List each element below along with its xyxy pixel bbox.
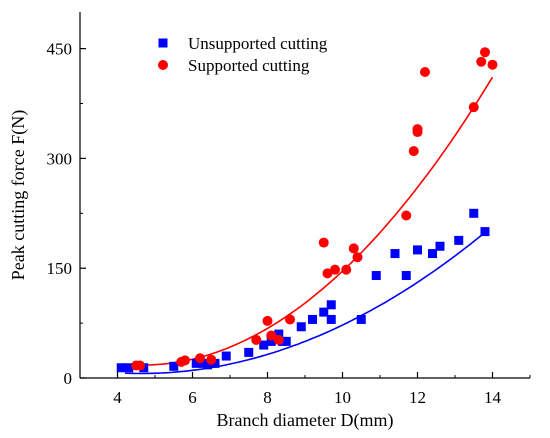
supported-point bbox=[348, 243, 359, 254]
unsupported-point bbox=[191, 358, 201, 368]
supported-point bbox=[318, 237, 329, 248]
x-tick-label: 12 bbox=[409, 388, 426, 407]
y-tick-label: 150 bbox=[47, 259, 73, 278]
y-tick-label: 450 bbox=[47, 40, 73, 59]
supported-point bbox=[273, 334, 284, 345]
supported-point bbox=[262, 315, 273, 326]
unsupported-point bbox=[356, 314, 366, 324]
unsupported-point bbox=[326, 314, 336, 324]
legend-label: Supported cutting bbox=[188, 56, 310, 75]
supported-point bbox=[412, 124, 423, 135]
fit-curves bbox=[124, 76, 494, 375]
unsupported-point bbox=[259, 340, 269, 350]
unsupported-point bbox=[169, 361, 179, 371]
unsupported-point bbox=[281, 336, 291, 346]
unsupported-point bbox=[296, 322, 306, 332]
legend: Unsupported cutting Supported cutting bbox=[158, 34, 328, 75]
supported-point bbox=[476, 56, 487, 67]
supported-point bbox=[251, 334, 262, 345]
supported-point bbox=[352, 252, 363, 263]
supported-point bbox=[420, 67, 430, 78]
unsupported-point bbox=[266, 336, 276, 346]
y-tick-label: 300 bbox=[47, 149, 73, 168]
unsupported-point bbox=[469, 208, 479, 218]
x-axis-label: Branch diameter D(mm) bbox=[217, 410, 394, 431]
supported-point bbox=[468, 102, 479, 113]
legend-marker-supported bbox=[158, 60, 168, 70]
unsupported-point bbox=[210, 358, 220, 368]
supported-point bbox=[266, 330, 277, 341]
unsupported-point bbox=[244, 347, 254, 357]
unsupported-point bbox=[203, 360, 212, 370]
x-tick-label: 6 bbox=[188, 388, 197, 407]
unsupported-point bbox=[413, 245, 422, 255]
legend-label: Unsupported cutting bbox=[188, 34, 328, 53]
unsupported-point bbox=[116, 363, 126, 373]
x-tick-label: 4 bbox=[113, 388, 122, 407]
supported-point bbox=[285, 314, 295, 325]
unsupported-point bbox=[319, 307, 329, 317]
unsupported-point bbox=[371, 271, 381, 281]
supported-point bbox=[322, 268, 333, 279]
unsupported-point bbox=[435, 241, 445, 251]
supported-point bbox=[206, 354, 217, 365]
fit-curve bbox=[124, 228, 490, 375]
y-axis-label: Peak cutting force F(N) bbox=[8, 110, 29, 280]
unsupported-point bbox=[124, 363, 134, 373]
x-tick-label: 10 bbox=[334, 388, 351, 407]
unsupported-point bbox=[390, 249, 400, 259]
supported-point bbox=[135, 360, 145, 371]
supported-point bbox=[330, 264, 340, 275]
unsupported-point bbox=[326, 300, 336, 310]
unsupported-point bbox=[308, 314, 317, 324]
axes: 4 6 8 10 12 14 0 150 300 450 bbox=[47, 12, 531, 407]
x-tick-label: 8 bbox=[263, 388, 272, 407]
data-points bbox=[116, 47, 498, 373]
x-tick-label: 14 bbox=[484, 388, 502, 407]
y-tick-label: 0 bbox=[64, 369, 73, 388]
supported-point bbox=[408, 146, 419, 157]
supported-point bbox=[480, 47, 490, 58]
supported-point bbox=[180, 355, 190, 366]
supported-point bbox=[341, 264, 352, 275]
supported-point bbox=[401, 210, 412, 221]
supported-point bbox=[195, 353, 205, 364]
unsupported-point bbox=[401, 271, 411, 281]
unsupported-point bbox=[454, 235, 464, 245]
unsupported-point bbox=[480, 227, 490, 237]
unsupported-point bbox=[428, 249, 437, 259]
unsupported-point bbox=[274, 329, 284, 339]
supported-point bbox=[487, 59, 498, 70]
legend-marker-unsupported bbox=[158, 38, 168, 48]
unsupported-point bbox=[221, 351, 231, 361]
